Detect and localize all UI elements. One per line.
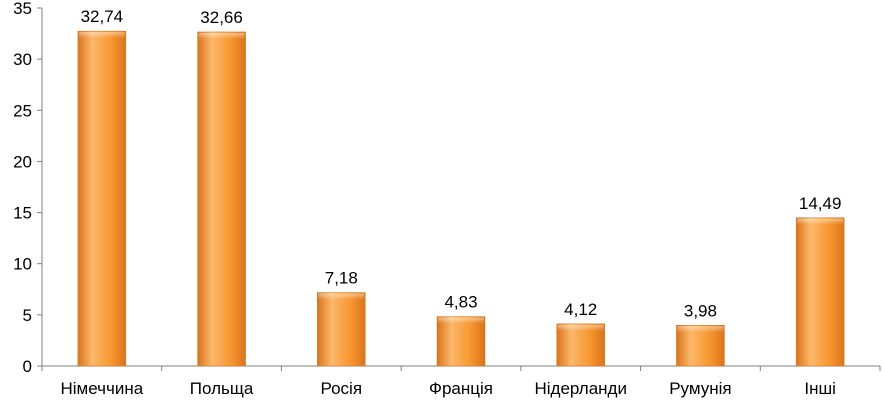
bar-highlight <box>557 324 604 331</box>
category-label: Румунія <box>669 379 731 398</box>
y-tick-label: 30 <box>13 50 32 69</box>
bar <box>795 217 845 367</box>
bar <box>317 292 366 367</box>
category-label: Франція <box>429 379 493 398</box>
data-label: 32,74 <box>81 7 124 26</box>
data-label: 7,18 <box>325 269 358 288</box>
bar <box>77 30 127 367</box>
y-tick-label: 35 <box>13 0 32 18</box>
bar-highlight <box>438 317 484 324</box>
data-label: 14,49 <box>799 194 842 213</box>
y-tick-label: 5 <box>23 306 32 325</box>
category-label: Німеччина <box>61 379 144 398</box>
category-label: Росія <box>321 379 363 398</box>
labels: 0 5 10 15 20 25 30 35 32,74 Німеччина 32,66 Польща 7… <box>13 0 841 398</box>
bar-highlight <box>78 32 125 39</box>
bar-highlight <box>797 218 844 225</box>
category-label: Польща <box>190 379 254 398</box>
bars <box>77 30 845 367</box>
data-label: 3,98 <box>684 301 717 320</box>
data-label: 32,66 <box>200 8 243 27</box>
y-tick-label: 25 <box>13 101 32 120</box>
y-tick-label: 10 <box>13 255 32 274</box>
bar-highlight <box>198 32 245 39</box>
category-label: Інші <box>804 379 836 398</box>
bar <box>436 316 486 367</box>
bar-highlight <box>677 326 724 333</box>
data-label: 4,12 <box>564 300 597 319</box>
data-label: 4,83 <box>444 293 477 312</box>
bar <box>197 31 246 367</box>
category-label: Нідерланди <box>534 379 626 398</box>
y-tick-label: 15 <box>13 204 32 223</box>
y-tick-label: 20 <box>13 152 32 171</box>
bar <box>556 323 605 367</box>
bar-highlight <box>318 293 365 300</box>
y-tick-label: 0 <box>23 357 32 376</box>
